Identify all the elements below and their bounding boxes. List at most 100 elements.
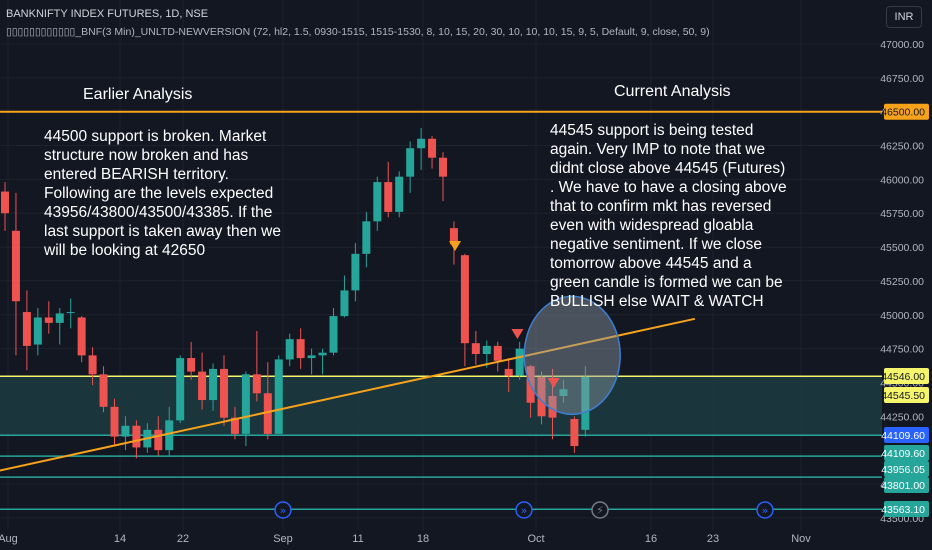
event-marker-icon bbox=[591, 501, 609, 519]
x-tick-label: Aug bbox=[0, 533, 18, 545]
x-tick-label: Sep bbox=[273, 533, 293, 545]
candle-body bbox=[33, 317, 42, 345]
price-badge-label: 44545.50 bbox=[881, 390, 925, 402]
price-badge bbox=[884, 445, 929, 461]
candle-body bbox=[176, 358, 185, 421]
candle-body bbox=[66, 312, 75, 314]
sell-signal-marker bbox=[547, 378, 560, 388]
x-tick-label: 11 bbox=[352, 533, 363, 545]
candle-body bbox=[307, 355, 316, 359]
y-tick-label: 45750.00 bbox=[880, 208, 924, 220]
candle-body bbox=[99, 374, 108, 407]
y-tick-label: 45000.00 bbox=[880, 310, 924, 322]
chart-title: BANKNIFTY INDEX FUTURES, 1D, NSE bbox=[6, 8, 209, 20]
candle-body bbox=[263, 393, 272, 434]
price-badge-label: 44546.00 bbox=[881, 371, 925, 383]
candle-body bbox=[406, 148, 415, 177]
current-analysis-heading: Current Analysis bbox=[614, 83, 731, 100]
candle-body bbox=[351, 253, 360, 291]
trend-line bbox=[0, 317, 696, 472]
currency-button[interactable]: INR bbox=[886, 6, 922, 28]
event-marker-glyph: » bbox=[280, 504, 287, 517]
x-tick-label: 18 bbox=[417, 533, 429, 545]
candle-body bbox=[548, 395, 557, 418]
price-badge-label: 43801.00 bbox=[881, 480, 925, 492]
y-tick-label: 45500.00 bbox=[880, 242, 924, 254]
price-badge-label: 44109.60 bbox=[881, 448, 925, 460]
candle-body bbox=[285, 339, 294, 360]
highlight-ellipse bbox=[523, 295, 621, 416]
candle-body bbox=[559, 389, 568, 396]
price-badge bbox=[884, 427, 929, 443]
candle-body bbox=[110, 406, 119, 437]
candle-body bbox=[296, 339, 305, 359]
event-marker-icon bbox=[274, 501, 292, 519]
y-tick-label: 46750.00 bbox=[880, 73, 924, 85]
x-tick-label: 16 bbox=[645, 533, 657, 545]
price-badge bbox=[884, 368, 929, 384]
x-tick-label: 14 bbox=[114, 533, 126, 545]
x-tick-label: Oct bbox=[527, 533, 544, 545]
indicator-legend[interactable]: ▯▯▯▯▯▯▯▯▯▯▯▯_BNF(3 Min)_UNLTD-NEWVERSION… bbox=[6, 26, 710, 38]
candle-body bbox=[373, 182, 382, 222]
candle-body bbox=[55, 313, 64, 323]
candle-body bbox=[165, 420, 174, 451]
candle-body bbox=[198, 371, 207, 401]
candle-body bbox=[318, 352, 327, 356]
price-badge bbox=[884, 387, 929, 403]
candle-body bbox=[274, 359, 283, 434]
sell-signal-marker bbox=[511, 329, 524, 339]
price-badge-label: 46500.00 bbox=[881, 107, 925, 119]
support-zone bbox=[0, 376, 882, 436]
candle-body bbox=[417, 138, 426, 149]
candle-body bbox=[515, 348, 524, 376]
earlier-analysis-heading: Earlier Analysis bbox=[83, 86, 193, 103]
current-analysis-text: 44545 support is being tested again. Ver… bbox=[550, 122, 787, 310]
price-badge bbox=[884, 461, 929, 477]
candle-body bbox=[570, 419, 579, 447]
candle-body bbox=[209, 368, 218, 401]
event-marker-glyph: ⚡ bbox=[596, 504, 604, 517]
candle-body bbox=[449, 228, 458, 245]
y-tick-label: 46250.00 bbox=[880, 141, 924, 153]
candle-body bbox=[471, 343, 480, 355]
candle-body bbox=[537, 377, 546, 417]
candle-body bbox=[154, 429, 163, 451]
candle-body bbox=[252, 374, 261, 394]
candle-body bbox=[230, 417, 239, 434]
event-marker-glyph: » bbox=[521, 504, 528, 517]
price-badge bbox=[884, 103, 929, 120]
candle-body bbox=[77, 317, 86, 356]
candle-body bbox=[11, 230, 20, 302]
candle-body bbox=[581, 377, 590, 430]
time-axis bbox=[0, 530, 882, 550]
price-badge-label: 44109.60 bbox=[881, 430, 925, 442]
candle-body bbox=[362, 221, 371, 254]
candle-body bbox=[384, 182, 393, 212]
y-tick-label: 44750.00 bbox=[880, 344, 924, 356]
candle-body bbox=[329, 316, 338, 353]
candle-body bbox=[187, 358, 196, 372]
event-marker-icon bbox=[756, 501, 774, 519]
price-badge bbox=[884, 477, 929, 493]
y-tick-label: 44250.00 bbox=[880, 411, 924, 423]
candle-body bbox=[395, 176, 404, 212]
candle-body bbox=[482, 345, 491, 355]
candle-body bbox=[220, 368, 228, 418]
y-tick-label: 45250.00 bbox=[880, 276, 924, 288]
candle-body bbox=[44, 317, 53, 323]
y-tick-label: 46000.00 bbox=[880, 174, 924, 186]
price-badge bbox=[884, 501, 929, 517]
price-badge-label: 43563.10 bbox=[881, 504, 925, 516]
candle-body bbox=[504, 368, 513, 376]
candle-body bbox=[22, 312, 31, 346]
candle-body bbox=[493, 345, 502, 361]
candle-body bbox=[121, 425, 130, 437]
candle-body bbox=[88, 355, 97, 375]
candle-body bbox=[428, 138, 437, 158]
candle-body bbox=[340, 290, 349, 317]
sell-signal-marker bbox=[449, 241, 462, 251]
event-marker-icon bbox=[515, 501, 533, 519]
earlier-analysis-text: 44500 support is broken. Market structur… bbox=[44, 128, 281, 259]
